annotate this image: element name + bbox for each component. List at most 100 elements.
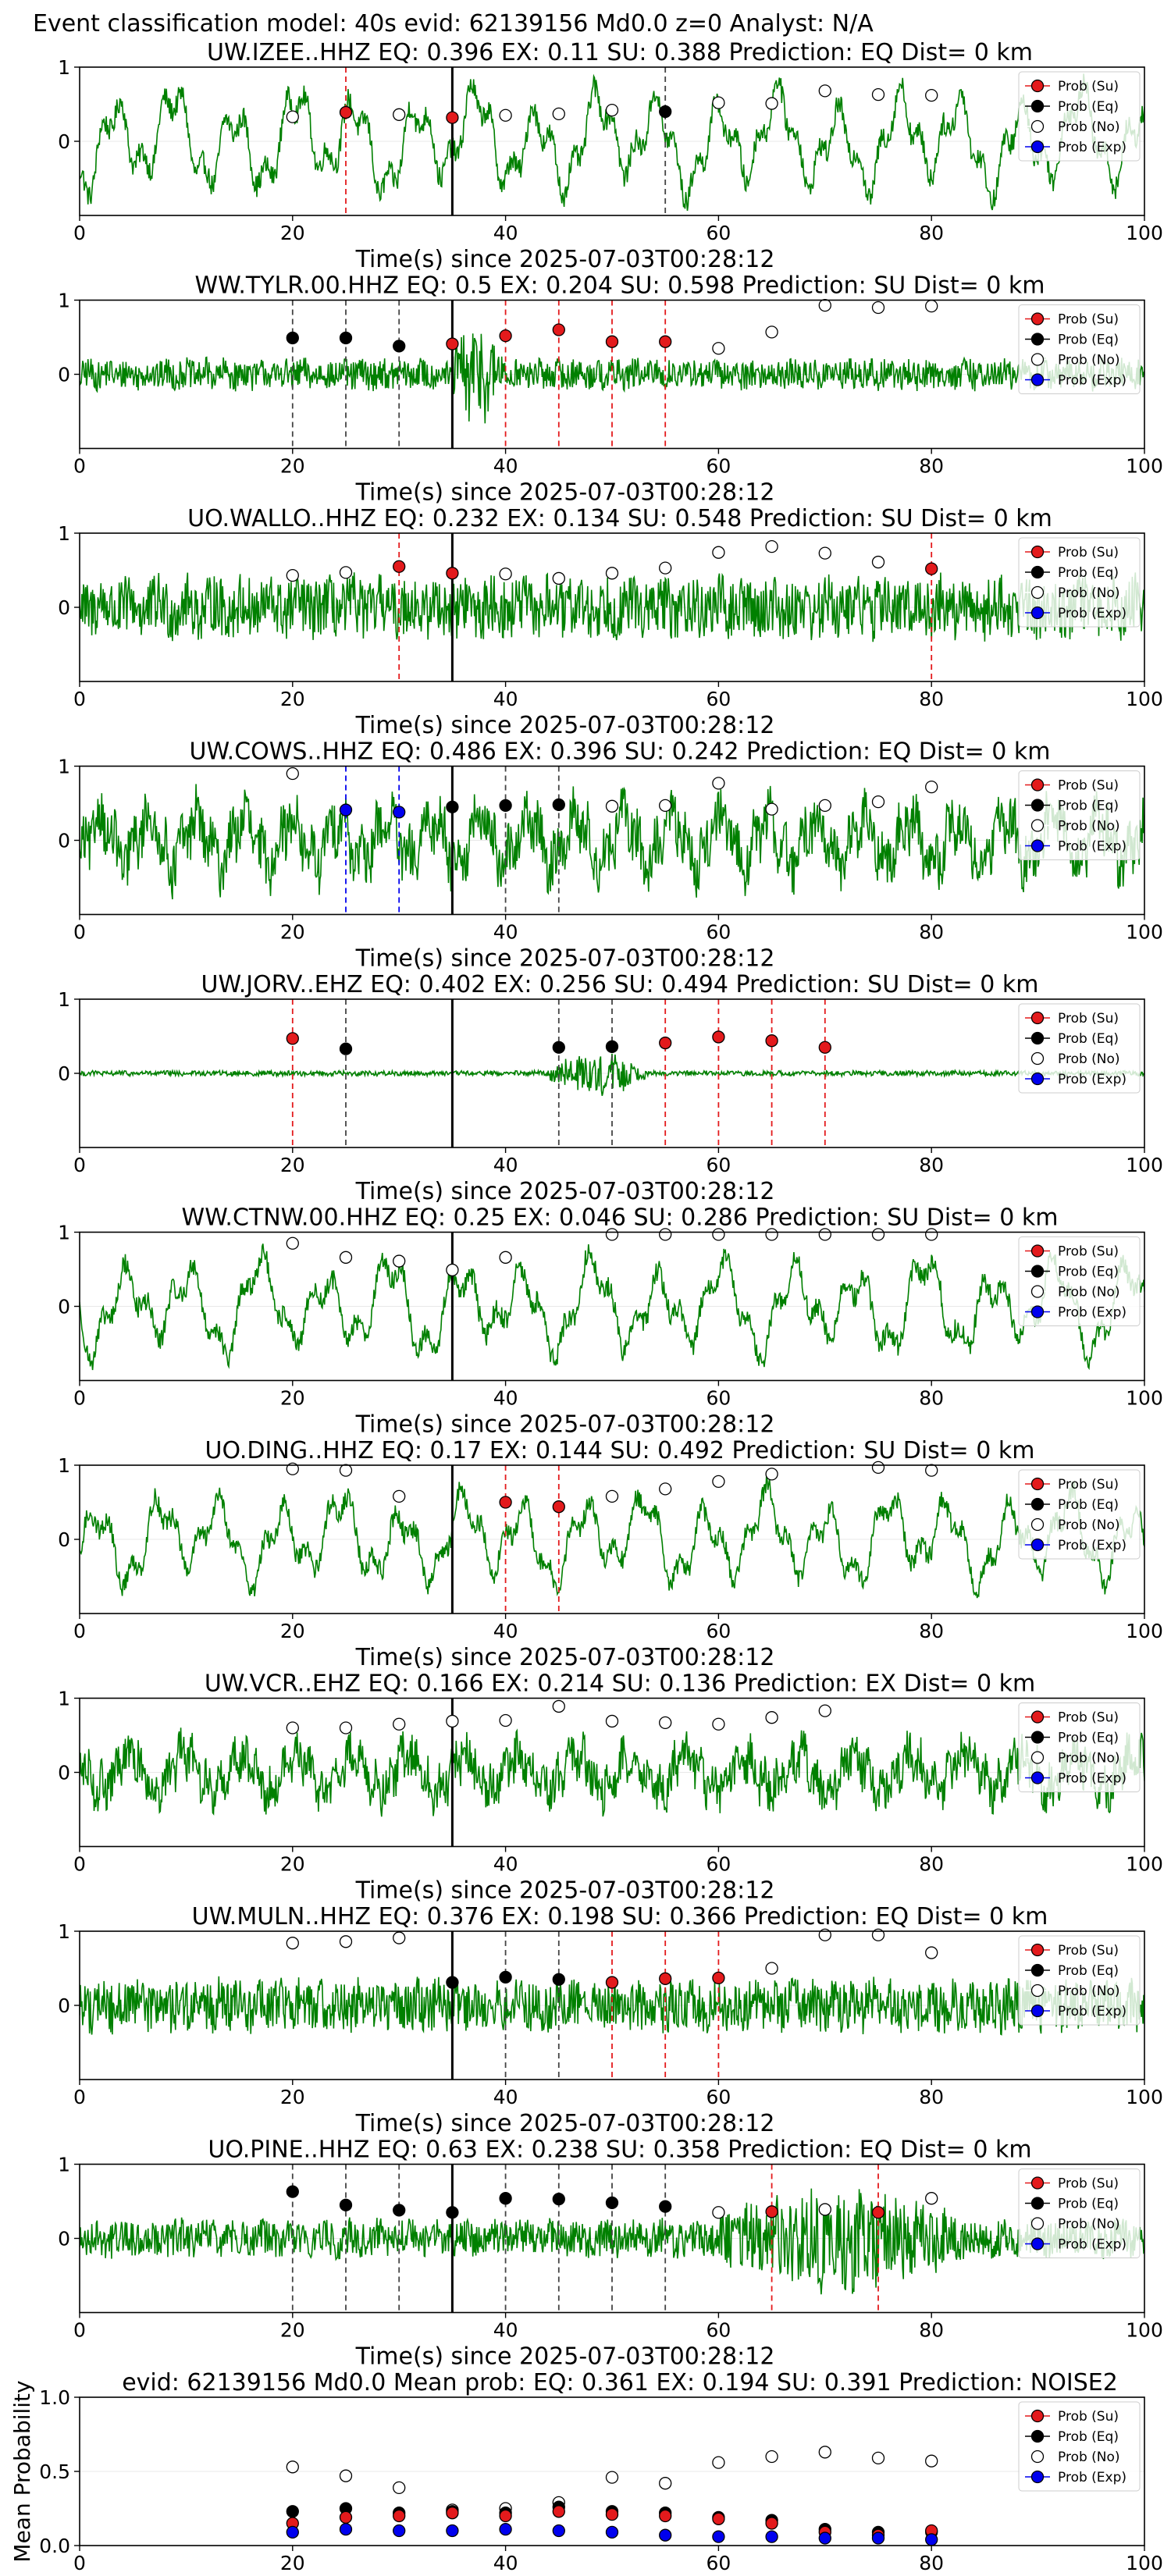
prob-no-marker [925, 1464, 938, 1477]
x-tick-label: 0 [73, 1387, 86, 1410]
legend-label: Prob (No) [1058, 819, 1120, 834]
legend-marker-no [1030, 119, 1045, 133]
legend-box [1018, 537, 1141, 628]
x-tick-label: 80 [919, 222, 944, 244]
prob-no-marker [925, 1228, 938, 1241]
x-tick-label: 0 [73, 1154, 86, 1176]
prob-exp-marker [393, 806, 406, 819]
legend-marker-no [1030, 1051, 1045, 1066]
legend-label: Prob (Exp) [1058, 606, 1127, 621]
mean-prob-no-marker [286, 2460, 299, 2474]
legend-marker-exp [1030, 839, 1045, 852]
x-tick-label: 0 [73, 1620, 86, 1642]
y-tick-label: 1 [58, 56, 70, 79]
x-tick-label: 80 [919, 2552, 944, 2574]
panel-title: UO.PINE..HHZ EQ: 0.63 EX: 0.238 SU: 0.35… [208, 2137, 1031, 2164]
panel-title: WW.CTNW.00.HHZ EQ: 0.25 EX: 0.046 SU: 0.… [182, 1204, 1059, 1232]
prob-no-marker [818, 546, 831, 560]
prob-su-marker [339, 105, 353, 119]
prob-no-marker [712, 2206, 725, 2219]
prob-no-marker [605, 1228, 619, 1241]
legend-marker-exp [1030, 1072, 1045, 1086]
prob-su-marker [552, 1500, 565, 1514]
x-tick-label: 40 [493, 222, 518, 244]
waveform-trace [80, 1727, 1144, 1817]
prob-no-marker [499, 568, 512, 581]
mean-prob-no-marker [712, 2456, 725, 2469]
mean-prob-exp-marker [286, 2525, 299, 2539]
x-tick-label: 60 [706, 921, 731, 944]
x-tick-label: 0 [73, 2552, 86, 2574]
mean-prob-exp-marker [818, 2532, 831, 2545]
legend-label: Prob (No) [1058, 1751, 1120, 1767]
y-tick-label: 0 [58, 130, 70, 153]
prob-no-marker [871, 795, 885, 809]
legend-marker-eq [1030, 99, 1045, 113]
legend-marker-exp [1030, 606, 1045, 620]
prob-no-marker [712, 777, 725, 790]
prob-eq-marker [659, 2200, 672, 2213]
mean-prob-exp-marker [871, 2532, 885, 2545]
legend-marker-no [1030, 2450, 1045, 2464]
prob-no-marker [499, 109, 512, 122]
x-tick-label: 40 [493, 455, 518, 478]
legend-box [1018, 1935, 1141, 2026]
y-tick-label: 1 [58, 1920, 70, 1943]
prob-no-marker [446, 1263, 459, 1277]
y-axis-label: Mean Probability [9, 2380, 35, 2562]
prob-no-marker [499, 1251, 512, 1264]
legend-label: Prob (No) [1058, 2450, 1120, 2465]
legend: Prob (Su) Prob (Eq) Prob (No) Prob (Exp) [1018, 2401, 1141, 2492]
station-panel: 0 20 40 60 80 100 0 1 UW.VCR..EHZ EQ: 0.166 EX: … [58, 1670, 1163, 1905]
x-tick-label: 0 [73, 2086, 86, 2108]
prob-no-marker [712, 1475, 725, 1489]
y-tick-label: 0 [58, 364, 70, 386]
prob-su-marker [605, 335, 619, 348]
station-panel: 0 20 40 60 80 100 0 1 UO.DING..HHZ EQ: 0.17 EX: … [58, 1437, 1163, 1671]
legend-label: Prob (No) [1058, 2217, 1120, 2233]
prob-no-marker [818, 799, 831, 812]
legend-marker-eq [1030, 2197, 1045, 2210]
y-tick-label: 0 [58, 1062, 70, 1085]
x-tick-label: 60 [706, 455, 731, 478]
legend-label: Prob (Eq) [1058, 2197, 1119, 2212]
legend: Prob (Su) Prob (Eq) Prob (No) Prob (Exp) [1018, 1003, 1141, 1094]
legend-label: Prob (No) [1058, 1517, 1120, 1533]
station-panel: 0 20 40 60 80 100 0.0 0.5 1.0 evid: 62139156 Md0.… [9, 2369, 1163, 2574]
y-tick-label: 0 [58, 1528, 70, 1551]
legend: Prob (Su) Prob (Eq) Prob (No) Prob (Exp) [1018, 537, 1141, 628]
mean-prob-exp-marker [446, 2524, 459, 2538]
x-axis-label: Time(s) since 2025-07-03T00:28:12 [355, 712, 775, 739]
x-tick-label: 0 [73, 2319, 86, 2342]
mean-prob-exp-marker [765, 2530, 778, 2543]
legend-marker-su [1030, 778, 1045, 792]
prob-no-marker [925, 299, 938, 313]
prob-eq-marker [659, 105, 672, 119]
waveform-trace [80, 572, 1144, 642]
x-tick-label: 80 [919, 1620, 944, 1642]
panel-title: UO.DING..HHZ EQ: 0.17 EX: 0.144 SU: 0.49… [205, 1437, 1035, 1464]
x-tick-label: 100 [1126, 921, 1163, 944]
mean-prob-su-marker [712, 2512, 725, 2525]
legend-marker-exp [1030, 2004, 1045, 2018]
prob-no-marker [286, 569, 299, 582]
mean-prob-su-marker [446, 2507, 459, 2520]
y-tick-label: 0 [58, 596, 70, 619]
legend-marker-eq [1030, 1497, 1045, 1511]
legend-marker-eq [1030, 1731, 1045, 1744]
prob-no-marker [286, 1236, 299, 1250]
prob-no-marker [818, 84, 831, 98]
mean-prob-no-marker [765, 2450, 778, 2464]
prob-no-marker [871, 555, 885, 569]
x-tick-label: 20 [280, 455, 305, 478]
x-tick-label: 40 [493, 2552, 518, 2574]
prob-no-marker [712, 1228, 725, 1241]
mean-prob-no-marker [339, 2469, 353, 2482]
prob-su-marker [499, 329, 512, 343]
legend-marker-eq [1030, 1031, 1045, 1045]
mean-prob-exp-marker [605, 2525, 619, 2539]
mean-prob-su-marker [659, 2509, 672, 2523]
x-tick-label: 100 [1126, 1387, 1163, 1410]
mean-prob-su-marker [499, 2509, 512, 2523]
prob-no-marker [925, 88, 938, 102]
